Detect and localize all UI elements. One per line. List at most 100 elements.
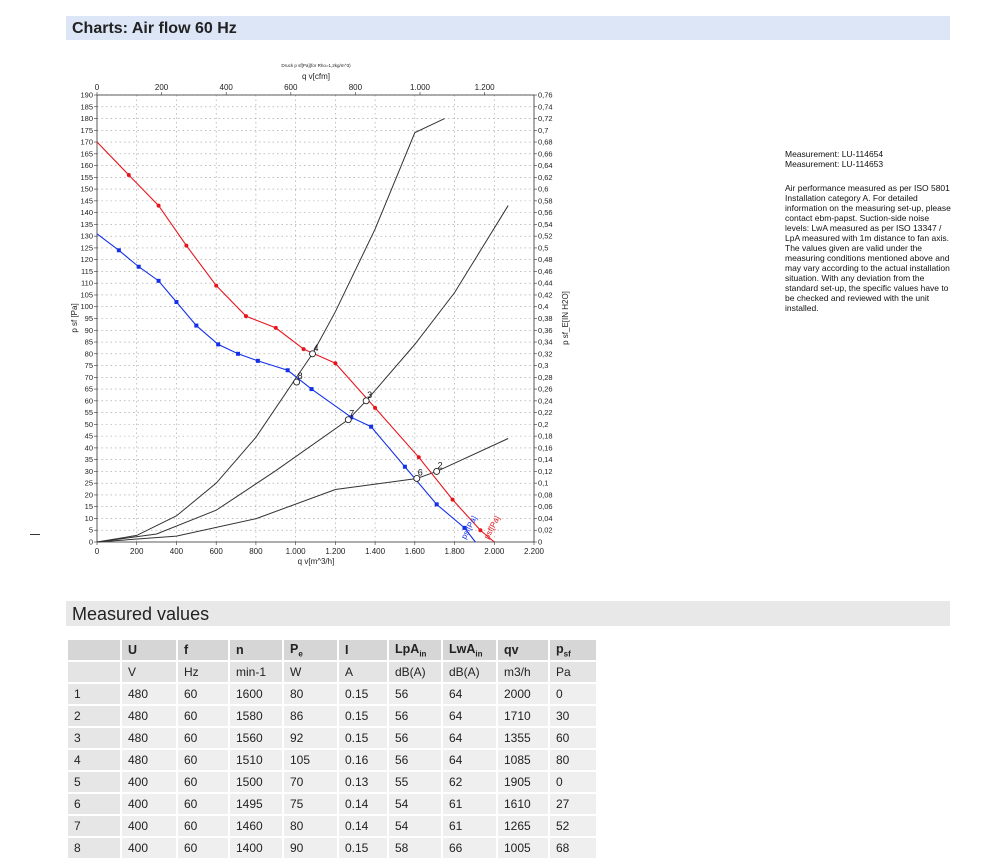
table-cell: 60	[178, 706, 228, 726]
series-point	[194, 323, 199, 328]
x-top-tick-label: 800	[349, 83, 363, 92]
unit-cell: dB(A)	[389, 662, 441, 682]
chart-small-title: Druck p sf[Pa](for Rho=1,2kg/m^3)	[281, 63, 351, 68]
table-cell: 400	[122, 816, 176, 836]
table-cell: 1265	[498, 816, 548, 836]
table-cell: 1355	[498, 728, 548, 748]
y-tick-label: 190	[80, 91, 93, 100]
y-tick-label: 20	[85, 490, 93, 499]
table-cell: 1400	[230, 838, 282, 858]
row-index-cell: 5	[68, 772, 120, 792]
series-point	[136, 264, 141, 269]
y-right-tick-label: 0,72	[538, 114, 553, 123]
series-point	[243, 314, 248, 319]
y-right-tick-label: 0,3	[538, 361, 548, 370]
charts-section-title: Charts: Air flow 60 Hz	[66, 16, 950, 40]
row-index-cell: 4	[68, 750, 120, 770]
x-top-axis-label: q v[cfm]	[302, 72, 330, 81]
y-right-tick-label: 0,36	[538, 326, 553, 335]
x-tick-label: 1.800	[445, 547, 466, 556]
y-tick-label: 15	[85, 502, 93, 511]
series-point	[184, 243, 189, 248]
table-cell: 1460	[230, 816, 282, 836]
x-top-tick-label: 400	[220, 83, 234, 92]
y-right-tick-label: 0,34	[538, 338, 553, 347]
series-point	[216, 342, 221, 347]
table-cell: 1005	[498, 838, 548, 858]
table-cell: 60	[178, 816, 228, 836]
y-tick-label: 150	[80, 185, 93, 194]
y-tick-label: 160	[80, 161, 93, 170]
y-right-tick-label: 0,48	[538, 255, 553, 264]
y-right-tick-label: 0,44	[538, 279, 553, 288]
table-cell: 58	[389, 838, 441, 858]
table-header-row: U f n Pe I LpAin LwAin qv psf	[68, 640, 596, 660]
y-right-tick-label: 0,16	[538, 443, 553, 452]
table-cell: 105	[284, 750, 337, 770]
table-cell: 60	[178, 838, 228, 858]
row-index-cell: 3	[68, 728, 120, 748]
y-tick-label: 165	[80, 149, 93, 158]
y-right-tick-label: 0,06	[538, 502, 553, 511]
y-tick-label: 145	[80, 196, 93, 205]
y-tick-label: 0	[89, 538, 93, 547]
table-cell: 400	[122, 772, 176, 792]
y-tick-label: 90	[85, 326, 93, 335]
measured-values-table: U f n Pe I LpAin LwAin qv psf V Hz min-1…	[66, 638, 598, 860]
y-right-tick-label: 0,42	[538, 290, 553, 299]
y-tick-label: 85	[85, 338, 93, 347]
table-cell: 56	[389, 706, 441, 726]
table-cell: 400	[122, 838, 176, 858]
series-point	[301, 347, 306, 352]
table-cell: 0.15	[339, 684, 387, 704]
operating-point-label: 6	[418, 467, 423, 477]
table-cell: 1560	[230, 728, 282, 748]
table-cell: 1085	[498, 750, 548, 770]
y-right-tick-label: 0,74	[538, 102, 553, 111]
col-header-current: I	[339, 640, 387, 660]
series-point	[174, 300, 179, 305]
table-cell: 480	[122, 750, 176, 770]
col-header-lwa: LwAin	[443, 640, 496, 660]
y-right-tick-label: 0,58	[538, 196, 553, 205]
table-cell: 64	[443, 728, 496, 748]
y-tick-label: 55	[85, 408, 93, 417]
row-index-cell: 1	[68, 684, 120, 704]
y-right-tick-label: 0,38	[538, 314, 553, 323]
y-right-tick-label: 0,66	[538, 149, 553, 158]
x-axis-label: q v[m^3/h]	[298, 557, 335, 566]
operating-point	[309, 350, 316, 358]
y-tick-label: 60	[85, 396, 93, 405]
table-cell: 0	[550, 772, 596, 792]
table-cell: 54	[389, 816, 441, 836]
y-tick-label: 135	[80, 220, 93, 229]
table-cell: 400	[122, 794, 176, 814]
x-tick-label: 800	[249, 547, 263, 556]
y-right-tick-label: 0,18	[538, 432, 553, 441]
table-cell: 68	[550, 838, 596, 858]
y-right-tick-label: 0,52	[538, 232, 553, 241]
table-cell: 90	[284, 838, 337, 858]
y-tick-label: 40	[85, 443, 93, 452]
table-cell: 54	[389, 794, 441, 814]
y-right-tick-label: 0,56	[538, 208, 553, 217]
table-cell: 0	[550, 684, 596, 704]
series-point	[402, 464, 407, 469]
col-header-voltage: U	[122, 640, 176, 660]
table-cell: 1710	[498, 706, 548, 726]
table-cell: 1610	[498, 794, 548, 814]
table-cell: 56	[389, 728, 441, 748]
table-cell: 0.15	[339, 728, 387, 748]
x-tick-label: 1.200	[325, 547, 346, 556]
series-point	[373, 405, 378, 410]
series-point	[214, 283, 219, 288]
x-tick-label: 600	[210, 547, 224, 556]
table-row: 7 400 60 1460 80 0.14 54 61 1265 52	[68, 816, 596, 836]
col-header-airflow: qv	[498, 640, 548, 660]
x-top-tick-label: 1.000	[410, 83, 431, 92]
table-cell: 480	[122, 728, 176, 748]
table-cell: 61	[443, 816, 496, 836]
unit-cell: A	[339, 662, 387, 682]
x-tick-label: 2.000	[484, 547, 505, 556]
col-header-frequency: f	[178, 640, 228, 660]
